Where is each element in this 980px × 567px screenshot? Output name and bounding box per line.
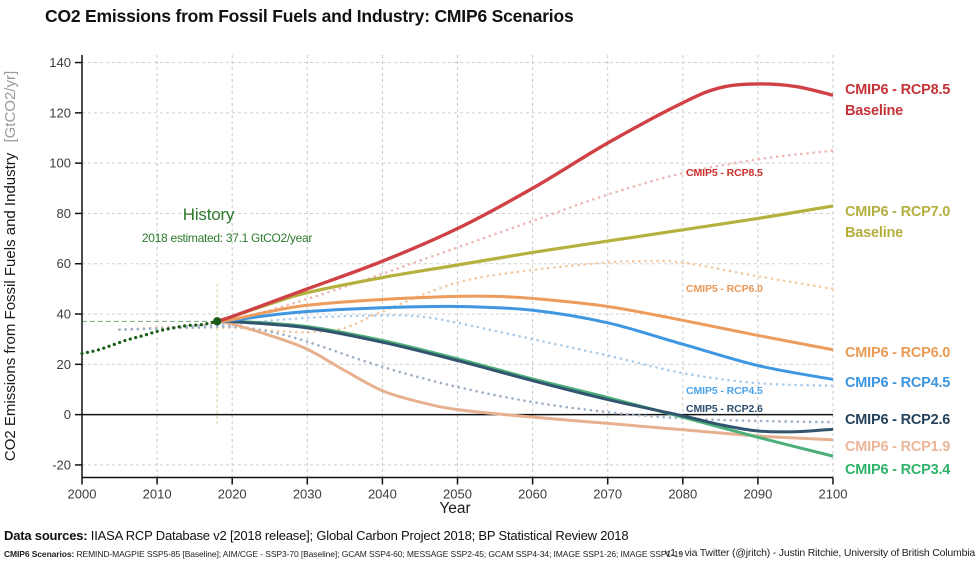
y-tick-label: 100 bbox=[49, 156, 71, 171]
plot-label-cmip5-rcp85: CMIP5 - RCP8.5 bbox=[686, 167, 763, 179]
history-2018-marker bbox=[212, 317, 222, 326]
series-cmip5-rcp85 bbox=[118, 149, 835, 331]
y-tick-label: 80 bbox=[57, 206, 71, 221]
legend-cmip6-rcp45: CMIP6 - RCP4.5 bbox=[845, 375, 951, 391]
x-tick-label: 2010 bbox=[143, 487, 172, 502]
series-cmip6-rcp19 bbox=[216, 319, 834, 442]
chart-title: CO2 Emissions from Fossil Fuels and Indu… bbox=[45, 6, 574, 26]
series-history bbox=[80, 319, 219, 356]
legend-cmip6-rcp34: CMIP6 - RCP3.4 bbox=[845, 462, 951, 478]
credit-line: v1 - via Twitter (@jritch) - Justin Ritc… bbox=[665, 547, 975, 559]
axes bbox=[75, 55, 834, 485]
x-tick-label: 2090 bbox=[743, 487, 772, 502]
data-series bbox=[80, 82, 835, 458]
plot-label-cmip5-rcp60: CMIP5 - RCP6.0 bbox=[686, 283, 763, 295]
scenarios-text: REMIND-MAGPIE SSP5-85 [Baseline]; AIM/CG… bbox=[74, 549, 684, 559]
plot-label-cmip5-rcp45: CMIP5 - RCP4.5 bbox=[686, 385, 763, 397]
x-tick-label: 2050 bbox=[443, 487, 472, 502]
series-cmip6-rcp45 bbox=[217, 304, 834, 381]
series-cmip6-rcp26 bbox=[217, 319, 834, 434]
legend-label: CMIP6 - RCP8.5 bbox=[845, 82, 951, 98]
series-cmip6-rcp85 bbox=[216, 82, 834, 323]
x-tick-label: 2100 bbox=[819, 487, 848, 502]
legend-cmip6-rcp85: CMIP6 - RCP8.5 Baseline bbox=[845, 80, 979, 122]
y-tick-label: 120 bbox=[49, 105, 71, 120]
series-cmip6-rcp60 bbox=[217, 294, 834, 352]
legend-cmip6-rcp70: CMIP6 - RCP7.0 Baseline bbox=[845, 202, 979, 244]
legend-cmip6-rcp60: CMIP6 - RCP6.0 bbox=[845, 345, 951, 361]
data-sources-text: IIASA RCP Database v2 [2018 release]; Gl… bbox=[87, 528, 629, 543]
legend-sublabel: Baseline bbox=[845, 103, 904, 119]
legend-cmip6-rcp19: CMIP6 - RCP1.9 bbox=[845, 439, 951, 455]
y-tick-label: 60 bbox=[57, 256, 71, 271]
x-tick-label: 2080 bbox=[668, 487, 697, 502]
y-tick-label: 0 bbox=[64, 407, 71, 422]
legend-label: CMIP6 - RCP7.0 bbox=[845, 204, 951, 220]
y-tick-label: 40 bbox=[57, 307, 71, 322]
data-sources-line: Data sources: IIASA RCP Database v2 [201… bbox=[4, 528, 629, 543]
data-sources-label: Data sources: bbox=[4, 528, 88, 543]
y-tick-label: -20 bbox=[52, 457, 71, 472]
x-axis-title: Year bbox=[439, 500, 470, 517]
series-cmip5-rcp45 bbox=[118, 313, 835, 388]
y-tick-label: 20 bbox=[57, 357, 71, 372]
y-tick-label: 140 bbox=[49, 55, 71, 70]
scenarios-line: CMIP6 Scenarios: REMIND-MAGPIE SSP5-85 [… bbox=[4, 549, 683, 559]
x-tick-label: 2070 bbox=[593, 487, 622, 502]
history-annotation-title: History bbox=[182, 205, 235, 224]
reference-lines bbox=[82, 283, 833, 425]
legend-cmip6-rcp26: CMIP6 - RCP2.6 bbox=[845, 412, 951, 428]
x-tick-label: 2020 bbox=[218, 487, 247, 502]
x-tick-label: 2030 bbox=[293, 487, 322, 502]
legend-sublabel: Baseline bbox=[845, 225, 904, 241]
series-cmip5-rcp60 bbox=[118, 259, 835, 334]
y-axis-title: CO2 Emissions from Fossil Fuels and Indu… bbox=[2, 71, 19, 461]
history-annotation-detail: 2018 estimated: 37.1 GtCO2/year bbox=[141, 231, 313, 245]
x-tick-label: 2000 bbox=[68, 487, 97, 502]
x-tick-label: 2040 bbox=[368, 487, 397, 502]
scenarios-label: CMIP6 Scenarios: bbox=[4, 549, 75, 559]
x-tick-label: 2060 bbox=[518, 487, 547, 502]
plot-label-cmip5-rcp26: CMIP5 - RCP2.6 bbox=[686, 403, 763, 415]
